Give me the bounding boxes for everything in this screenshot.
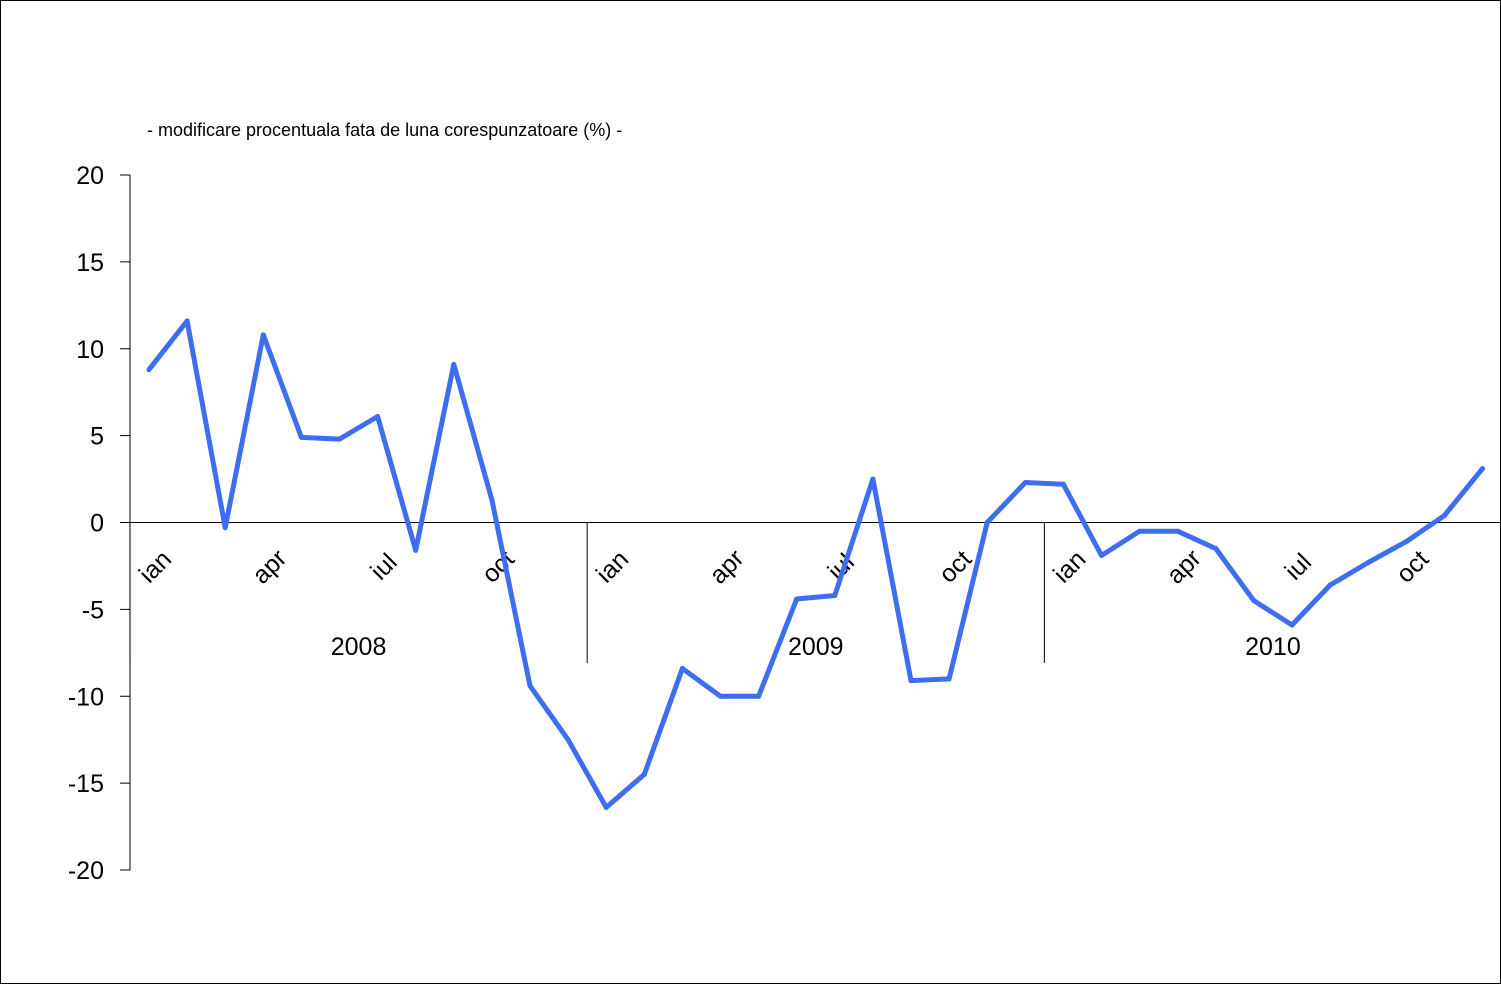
y-tick-label: -10: [68, 683, 104, 711]
data-point: [603, 804, 609, 810]
data-point: [1175, 528, 1181, 534]
data-point: [908, 678, 914, 684]
data-point: [1060, 481, 1066, 487]
data-point: [1289, 622, 1295, 628]
year-label: 2010: [1245, 633, 1301, 661]
data-point: [565, 737, 571, 743]
data-point: [1099, 553, 1104, 559]
data-point: [260, 332, 266, 338]
data-point: [184, 318, 190, 324]
data-point: [527, 683, 533, 689]
data-point: [756, 693, 762, 699]
data-point: [1327, 582, 1333, 588]
data-point: [984, 520, 990, 525]
year-label: 2008: [331, 633, 387, 661]
data-point: [298, 434, 304, 440]
data-point: [413, 547, 419, 553]
data-point: [146, 367, 152, 373]
data-point: [870, 476, 876, 482]
y-tick-label: 0: [90, 510, 104, 538]
data-point: [489, 497, 495, 503]
data-point: [641, 771, 647, 777]
y-tick-label: 10: [76, 336, 104, 364]
data-point: [1022, 480, 1028, 486]
year-label: 2009: [788, 633, 844, 661]
data-point: [1365, 559, 1371, 565]
data-point: [451, 361, 457, 367]
y-tick-label: -15: [68, 770, 104, 798]
data-point: [222, 525, 228, 531]
data-point: [1403, 539, 1409, 545]
y-tick-label: -20: [68, 857, 104, 885]
data-point: [1441, 513, 1447, 519]
y-tick-label: -5: [82, 596, 104, 624]
data-point: [1480, 466, 1485, 472]
data-point: [1137, 528, 1143, 534]
data-point: [794, 596, 800, 602]
data-point: [679, 665, 685, 671]
chart-subtitle: - modificare procentuala fata de luna co…: [147, 120, 622, 140]
y-tick-label: 20: [76, 162, 104, 190]
data-point: [718, 693, 723, 699]
y-tick-label: 15: [76, 249, 104, 277]
data-point: [832, 592, 838, 598]
data-point: [946, 676, 952, 682]
data-point: [375, 414, 381, 420]
data-point: [337, 436, 342, 442]
data-point: [1251, 598, 1257, 604]
series-layer: [146, 318, 1485, 810]
data-point: [1213, 546, 1219, 552]
series-line: [146, 318, 1485, 810]
y-tick-label: 5: [90, 423, 104, 451]
